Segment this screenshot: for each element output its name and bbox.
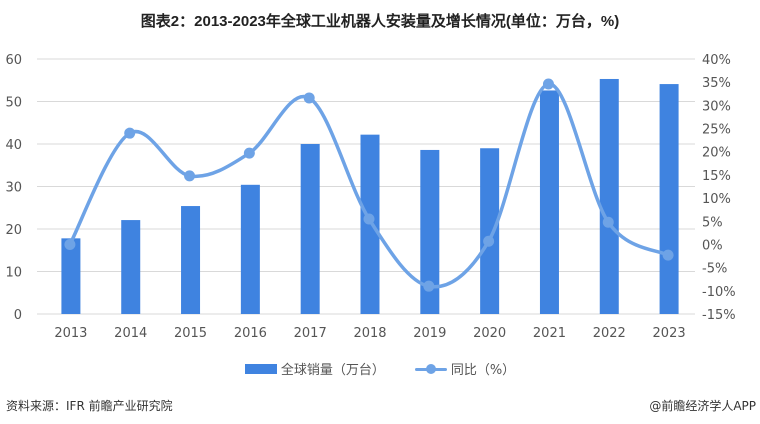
bar: [539, 90, 559, 314]
left-tick-label: 20: [5, 223, 22, 238]
source-note: 资料来源：IFR 前瞻产业研究院: [6, 399, 173, 413]
legend-item-bar: 全球销量（万台）: [244, 359, 385, 378]
x-axis-ticks: 2013 2014 2015 2016 2017 2018 2019 2020 2021 2022…: [54, 326, 685, 341]
x-tick-label: 2018: [353, 326, 386, 341]
bar: [181, 206, 201, 314]
line-marker: [184, 170, 196, 182]
line-marker: [243, 147, 255, 159]
bar: [61, 238, 81, 314]
line-marker: [423, 280, 435, 292]
left-tick-label: 0: [14, 308, 22, 323]
bar: [240, 184, 260, 314]
line-marker: [124, 127, 136, 139]
right-tick-label: 25%: [702, 123, 731, 138]
left-tick-label: 10: [5, 266, 22, 281]
x-tick-label: 2020: [473, 326, 506, 341]
right-tick-label: 20%: [702, 146, 731, 161]
line-marker: [483, 235, 495, 247]
right-tick-label: 10%: [702, 192, 731, 207]
legend: 全球销量（万台） 同比（%）: [0, 359, 760, 378]
right-tick-label: 5%: [702, 215, 723, 230]
right-tick-label: 40%: [702, 53, 731, 68]
line-marker: [64, 238, 76, 250]
left-tick-label: 50: [5, 96, 22, 111]
bar: [659, 84, 679, 314]
line-marker: [303, 92, 315, 104]
yoy-line: [68, 82, 670, 289]
line-marker: [602, 216, 614, 228]
x-tick-label: 2016: [234, 326, 267, 341]
legend-line-label: 同比（%）: [450, 363, 516, 378]
line-marker: [662, 249, 674, 261]
x-tick-label: 2022: [593, 326, 626, 341]
credit-note: @前瞻经济学人APP: [649, 399, 756, 413]
right-tick-label: -15%: [702, 308, 736, 323]
right-tick-label: 0%: [702, 238, 723, 253]
legend-item-line: 同比（%）: [414, 359, 516, 378]
right-tick-label: 15%: [702, 169, 731, 184]
line-marker: [542, 78, 554, 90]
bar: [480, 148, 500, 314]
left-axis-ticks: 0 10 20 30 40 50 60: [5, 53, 22, 323]
bar-series: [61, 78, 679, 314]
bar: [300, 144, 320, 314]
x-tick-label: 2014: [114, 326, 147, 341]
bar: [599, 78, 619, 314]
bar-swatch-icon: [244, 363, 277, 374]
x-tick-label: 2017: [294, 326, 327, 341]
legend-bar-label: 全球销量（万台）: [280, 363, 385, 378]
x-tick-label: 2015: [174, 326, 207, 341]
right-tick-label: 30%: [702, 99, 731, 114]
left-tick-label: 40: [5, 138, 22, 153]
x-tick-label: 2021: [533, 326, 566, 341]
right-tick-label: -10%: [702, 285, 736, 300]
left-tick-label: 30: [5, 181, 22, 196]
right-tick-label: 35%: [702, 76, 731, 91]
x-tick-label: 2019: [413, 326, 446, 341]
x-tick-label: 2023: [653, 326, 686, 341]
bar: [121, 220, 141, 314]
right-axis-ticks: -15% -10% -5% 0% 5% 10% 15% 20% 25% 30% 35% 40%: [702, 53, 736, 323]
line-series: [64, 78, 674, 292]
right-tick-label: -5%: [702, 262, 727, 277]
x-tick-label: 2013: [54, 326, 87, 341]
line-swatch-icon: [414, 363, 447, 374]
bar: [420, 149, 440, 314]
left-tick-label: 60: [5, 53, 22, 68]
chart-title: 图表2：2013-2023年全球工业机器人安装量及增长情况(单位：万台，%): [140, 13, 620, 30]
combo-chart: 0 10 20 30 40 50 60 -15% -10% -5% 0% 5% 10% 15% 20% 25…: [5, 53, 736, 341]
line-marker: [363, 213, 375, 225]
